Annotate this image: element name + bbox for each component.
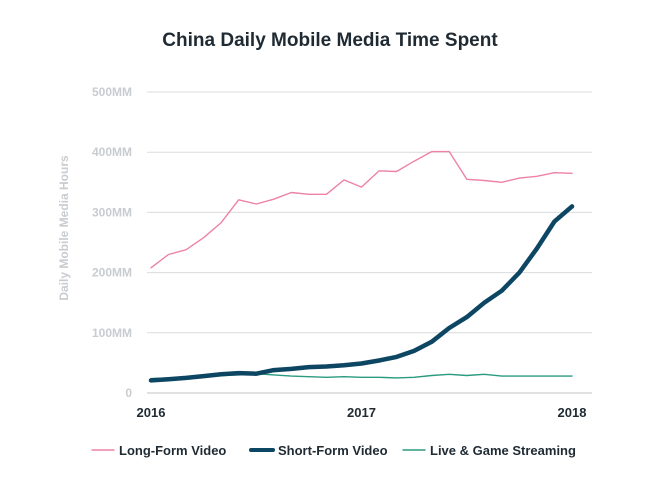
x-tick-label: 2016: [137, 405, 166, 420]
y-tick-label: 200MM: [92, 266, 132, 280]
y-tick-label: 300MM: [92, 205, 132, 219]
legend: Long-Form Video Short-Form Video Live & Ga…: [91, 443, 576, 458]
series-lines: [148, 150, 575, 383]
x-tick-label: 2017: [347, 405, 376, 420]
y-axis-ticks: 0 100MM 200MM 300MM 400MM 500MM: [92, 85, 132, 400]
series-line-long-form-video: [150, 150, 573, 269]
series-line-short-form-video: [148, 204, 575, 383]
legend-label-live-game-streaming: Live & Game Streaming: [430, 443, 576, 458]
y-tick-label: 100MM: [92, 326, 132, 340]
y-tick-label: 500MM: [92, 85, 132, 99]
legend-label-short-form-video: Short-Form Video: [278, 443, 388, 458]
x-axis-ticks: 2016 2017 2018: [137, 405, 587, 420]
legend-label-long-form-video: Long-Form Video: [119, 443, 226, 458]
y-tick-label: 0: [125, 386, 132, 400]
chart-title: China Daily Mobile Media Time Spent: [162, 30, 498, 51]
y-tick-label: 400MM: [92, 145, 132, 159]
y-axis-title: Daily Mobile Media Hours: [57, 155, 71, 301]
grid-lines: [147, 91, 592, 394]
x-tick-label: 2018: [558, 405, 587, 420]
